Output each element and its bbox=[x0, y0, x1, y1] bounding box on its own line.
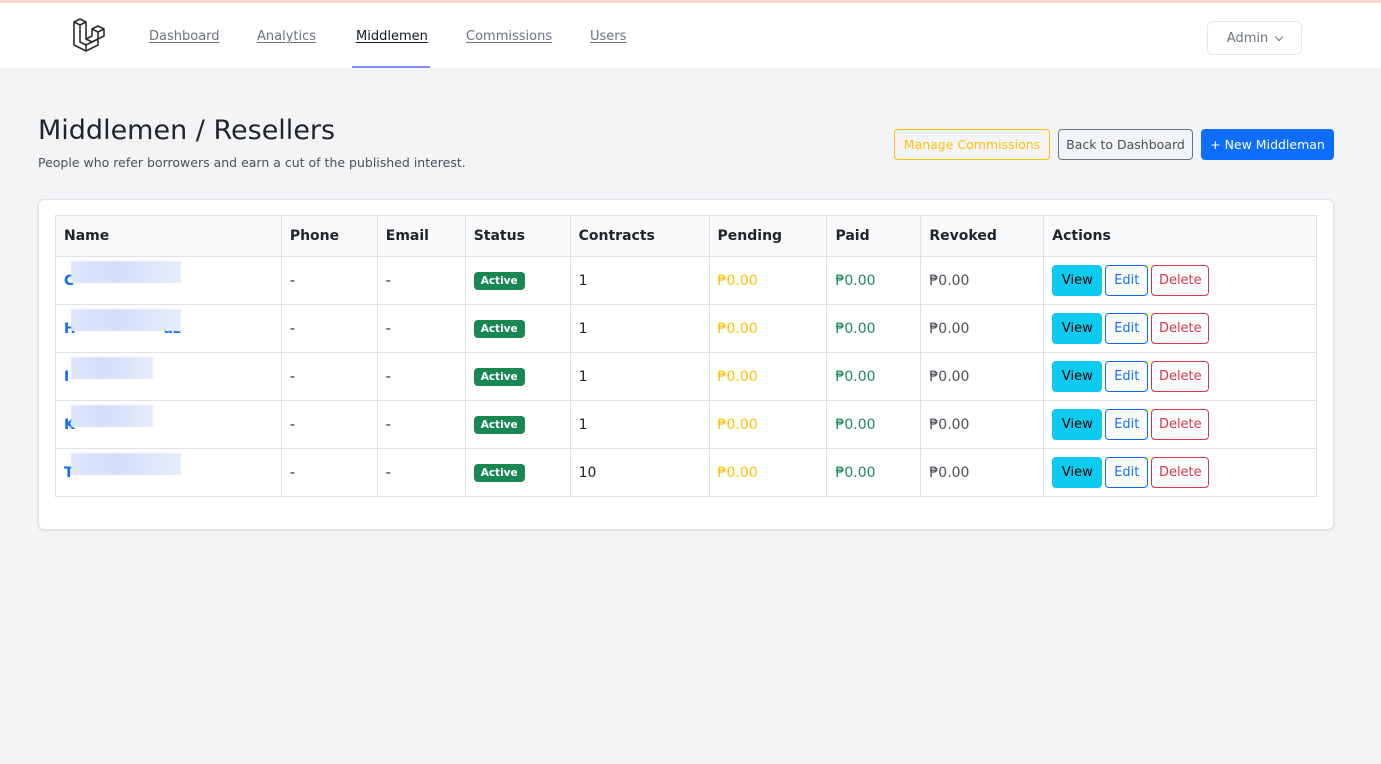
revoked-amount: ₱0.00 bbox=[920, 352, 1045, 401]
delete-button[interactable]: Delete bbox=[1151, 313, 1210, 344]
col-phone: Phone bbox=[280, 215, 378, 257]
pending-amount: ₱0.00 bbox=[708, 256, 828, 305]
redacted-name bbox=[71, 452, 181, 475]
delete-button[interactable]: Delete bbox=[1151, 265, 1210, 296]
middleman-name-link[interactable]: I bbox=[64, 356, 153, 385]
status-badge: Active bbox=[473, 415, 525, 434]
status-badge: Active bbox=[473, 367, 525, 386]
email-cell: - bbox=[376, 448, 466, 497]
paid-amount: ₱0.00 bbox=[826, 256, 922, 305]
edit-button[interactable]: Edit bbox=[1105, 457, 1149, 488]
contracts-cell: 1 bbox=[569, 256, 710, 305]
table-row: K - - Active 1 ₱0.00 ₱0.00 ₱0.00 View Edi… bbox=[55, 400, 1317, 449]
redacted-name bbox=[71, 404, 153, 427]
pending-amount: ₱0.00 bbox=[708, 304, 828, 353]
redacted-name bbox=[71, 260, 181, 283]
laravel-logo-icon[interactable] bbox=[72, 17, 106, 53]
middleman-name-link[interactable]: T bbox=[64, 452, 181, 481]
table-row: I - - Active 1 ₱0.00 ₱0.00 ₱0.00 View Edi… bbox=[55, 352, 1317, 401]
col-email: Email bbox=[376, 215, 466, 257]
middlemen-card: Name Phone Email Status Contracts Pendin… bbox=[38, 199, 1334, 530]
middlemen-table: Name Phone Email Status Contracts Pendin… bbox=[55, 215, 1317, 497]
middleman-name-link[interactable]: C bbox=[64, 260, 181, 289]
nav-analytics[interactable]: Analytics bbox=[257, 29, 317, 44]
status-badge: Active bbox=[473, 271, 525, 290]
phone-cell: - bbox=[280, 448, 378, 497]
redacted-name bbox=[71, 356, 153, 379]
email-cell: - bbox=[376, 352, 466, 401]
edit-button[interactable]: Edit bbox=[1105, 409, 1149, 440]
back-to-dashboard-button[interactable]: Back to Dashboard bbox=[1058, 129, 1193, 160]
paid-amount: ₱0.00 bbox=[826, 304, 922, 353]
status-badge: Active bbox=[473, 319, 525, 338]
contracts-cell: 1 bbox=[569, 304, 710, 353]
revoked-amount: ₱0.00 bbox=[920, 448, 1045, 497]
col-name: Name bbox=[55, 215, 282, 257]
status-badge: Active bbox=[473, 463, 525, 482]
edit-button[interactable]: Edit bbox=[1105, 265, 1149, 296]
contracts-cell: 10 bbox=[569, 448, 710, 497]
manage-commissions-button[interactable]: Manage Commissions bbox=[894, 129, 1050, 160]
revoked-amount: ₱0.00 bbox=[920, 304, 1045, 353]
delete-button[interactable]: Delete bbox=[1151, 361, 1210, 392]
nav-dashboard[interactable]: Dashboard bbox=[149, 29, 220, 44]
edit-button[interactable]: Edit bbox=[1105, 313, 1149, 344]
phone-cell: - bbox=[280, 304, 378, 353]
pending-amount: ₱0.00 bbox=[708, 352, 828, 401]
col-paid: Paid bbox=[826, 215, 922, 257]
delete-button[interactable]: Delete bbox=[1151, 409, 1210, 440]
view-button[interactable]: View bbox=[1052, 409, 1103, 440]
new-middleman-button[interactable]: + New Middleman bbox=[1201, 129, 1334, 160]
user-menu-label: Admin bbox=[1226, 30, 1269, 46]
table-row: C - - Active 1 ₱0.00 ₱0.00 ₱0.00 View Edi… bbox=[55, 256, 1317, 305]
view-button[interactable]: View bbox=[1052, 457, 1103, 488]
col-contracts: Contracts bbox=[569, 215, 710, 257]
contracts-cell: 1 bbox=[569, 352, 710, 401]
col-pending: Pending bbox=[708, 215, 828, 257]
nav-commissions[interactable]: Commissions bbox=[466, 29, 553, 44]
view-button[interactable]: View bbox=[1052, 313, 1103, 344]
user-menu-button[interactable]: Admin bbox=[1207, 21, 1302, 55]
table-row: H az - - Active 1 ₱0.00 ₱0.00 ₱0.00 View… bbox=[55, 304, 1317, 353]
table-header-row: Name Phone Email Status Contracts Pendin… bbox=[55, 215, 1317, 257]
paid-amount: ₱0.00 bbox=[826, 448, 922, 497]
col-actions: Actions bbox=[1043, 215, 1317, 257]
middleman-name-link[interactable]: K bbox=[64, 404, 153, 433]
view-button[interactable]: View bbox=[1052, 265, 1103, 296]
middleman-name-link[interactable]: H az bbox=[64, 308, 181, 337]
col-revoked: Revoked bbox=[920, 215, 1045, 257]
active-nav-indicator bbox=[352, 66, 430, 68]
phone-cell: - bbox=[280, 352, 378, 401]
contracts-cell: 1 bbox=[569, 400, 710, 449]
redacted-name bbox=[71, 308, 181, 331]
pending-amount: ₱0.00 bbox=[708, 400, 828, 449]
page-title: Middlemen / Resellers bbox=[38, 115, 336, 146]
delete-button[interactable]: Delete bbox=[1151, 457, 1210, 488]
page-subtitle: People who refer borrowers and earn a cu… bbox=[38, 155, 466, 170]
email-cell: - bbox=[376, 256, 466, 305]
col-status: Status bbox=[464, 215, 571, 257]
view-button[interactable]: View bbox=[1052, 361, 1103, 392]
edit-button[interactable]: Edit bbox=[1105, 361, 1149, 392]
phone-cell: - bbox=[280, 400, 378, 449]
email-cell: - bbox=[376, 400, 466, 449]
email-cell: - bbox=[376, 304, 466, 353]
chevron-down-icon bbox=[1274, 32, 1284, 41]
top-navbar: Dashboard Analytics Middlemen Commission… bbox=[0, 0, 1381, 68]
revoked-amount: ₱0.00 bbox=[920, 400, 1045, 449]
nav-middlemen[interactable]: Middlemen bbox=[356, 29, 428, 44]
paid-amount: ₱0.00 bbox=[826, 352, 922, 401]
nav-users[interactable]: Users bbox=[590, 29, 627, 44]
paid-amount: ₱0.00 bbox=[826, 400, 922, 449]
phone-cell: - bbox=[280, 256, 378, 305]
table-row: T - - Active 10 ₱0.00 ₱0.00 ₱0.00 View Ed… bbox=[55, 448, 1317, 497]
revoked-amount: ₱0.00 bbox=[920, 256, 1045, 305]
pending-amount: ₱0.00 bbox=[708, 448, 828, 497]
